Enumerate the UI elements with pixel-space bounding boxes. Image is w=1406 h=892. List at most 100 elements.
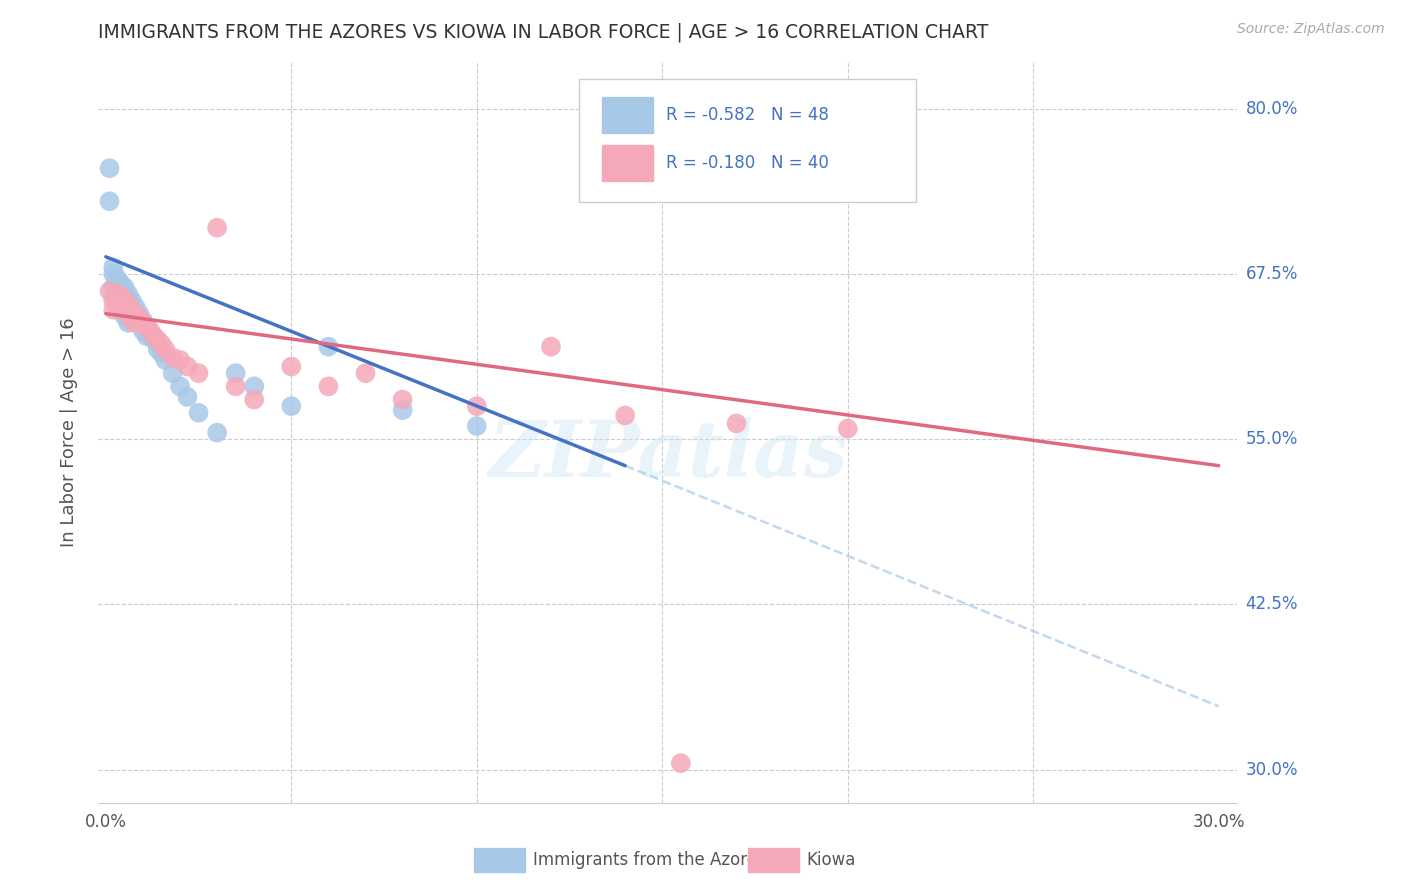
Point: [143, 329, 166, 343]
Point: [540, 340, 562, 354]
Point: [354, 366, 377, 380]
Bar: [474, 848, 526, 871]
Point: [280, 359, 302, 374]
Point: [105, 277, 128, 291]
Point: [150, 337, 173, 351]
Point: [135, 319, 157, 334]
Point: [669, 756, 692, 771]
Point: [318, 379, 340, 393]
Text: Immigrants from the Azores: Immigrants from the Azores: [533, 851, 766, 869]
Point: [103, 293, 125, 308]
Text: 42.5%: 42.5%: [1246, 596, 1298, 614]
Point: [121, 313, 143, 327]
Point: [117, 307, 139, 321]
Point: [105, 286, 128, 301]
Point: [169, 379, 191, 393]
Bar: [602, 145, 652, 181]
Point: [614, 409, 637, 423]
Point: [280, 399, 302, 413]
Point: [162, 351, 184, 365]
Text: R = -0.582   N = 48: R = -0.582 N = 48: [665, 106, 828, 124]
Point: [135, 319, 157, 334]
Point: [465, 399, 488, 413]
Text: 80.0%: 80.0%: [1246, 100, 1298, 118]
Point: [124, 316, 146, 330]
Point: [112, 300, 135, 314]
Point: [112, 302, 135, 317]
Point: [103, 302, 125, 317]
Bar: [748, 848, 799, 871]
Point: [98, 161, 121, 176]
Point: [205, 425, 228, 440]
Point: [117, 297, 139, 311]
Point: [318, 340, 340, 354]
Point: [124, 300, 146, 314]
Point: [98, 194, 121, 209]
Text: 30.0%: 30.0%: [1192, 814, 1244, 831]
Point: [103, 280, 125, 294]
Point: [98, 284, 121, 298]
Point: [117, 297, 139, 311]
Point: [153, 343, 176, 357]
Point: [117, 286, 139, 301]
Point: [110, 300, 132, 314]
Point: [837, 422, 859, 436]
Point: [110, 277, 132, 291]
Point: [132, 324, 155, 338]
Point: [132, 316, 155, 330]
Point: [110, 293, 132, 308]
Text: 0.0%: 0.0%: [84, 814, 127, 831]
Text: ZIPatlas: ZIPatlas: [488, 417, 848, 493]
Point: [112, 280, 135, 294]
Text: IMMIGRANTS FROM THE AZORES VS KIOWA IN LABOR FORCE | AGE > 16 CORRELATION CHART: IMMIGRANTS FROM THE AZORES VS KIOWA IN L…: [98, 22, 988, 42]
Point: [121, 293, 143, 308]
Point: [146, 333, 169, 347]
Point: [121, 302, 143, 317]
Point: [103, 260, 125, 275]
Point: [243, 379, 266, 393]
Point: [135, 329, 157, 343]
FancyBboxPatch shape: [579, 78, 917, 202]
Text: Kiowa: Kiowa: [807, 851, 856, 869]
Text: 30.0%: 30.0%: [1246, 761, 1298, 779]
Point: [153, 352, 176, 367]
Point: [105, 297, 128, 311]
Point: [110, 302, 132, 317]
Text: 67.5%: 67.5%: [1246, 265, 1298, 283]
Point: [124, 310, 146, 325]
Text: Source: ZipAtlas.com: Source: ZipAtlas.com: [1237, 22, 1385, 37]
Point: [139, 324, 162, 338]
Point: [112, 293, 135, 308]
Point: [128, 307, 150, 321]
Point: [110, 289, 132, 303]
Point: [124, 307, 146, 321]
Point: [391, 392, 413, 407]
Point: [128, 316, 150, 330]
Point: [112, 289, 135, 303]
Point: [465, 419, 488, 434]
Point: [117, 307, 139, 321]
Point: [121, 313, 143, 327]
Point: [105, 293, 128, 308]
Point: [176, 390, 198, 404]
Point: [105, 271, 128, 285]
Point: [725, 417, 748, 431]
Point: [225, 379, 247, 393]
Point: [105, 286, 128, 301]
Point: [243, 392, 266, 407]
Point: [117, 316, 139, 330]
Point: [112, 310, 135, 324]
Point: [132, 313, 155, 327]
Point: [139, 326, 162, 341]
Point: [146, 343, 169, 357]
Point: [143, 333, 166, 347]
Point: [225, 366, 247, 380]
Point: [205, 220, 228, 235]
Point: [103, 267, 125, 281]
Point: [162, 366, 184, 380]
Point: [187, 406, 209, 420]
Text: R = -0.180   N = 40: R = -0.180 N = 40: [665, 154, 828, 172]
Point: [391, 403, 413, 417]
Point: [150, 346, 173, 360]
Point: [128, 310, 150, 325]
